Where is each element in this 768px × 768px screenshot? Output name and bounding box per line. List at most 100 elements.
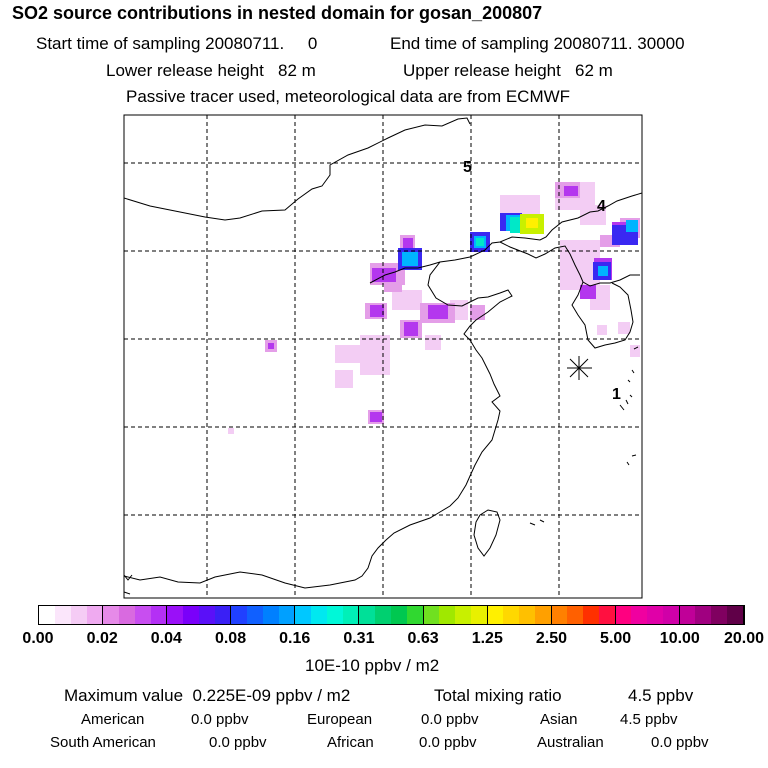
coastlines (124, 117, 642, 595)
region-value: 0.0 ppbv (651, 734, 709, 751)
colorbar-tick-mark (230, 605, 232, 625)
colorbar-swatch (663, 606, 679, 624)
colorbar-swatch (375, 606, 391, 624)
colorbar-tick-mark (550, 605, 552, 625)
region-name: American (81, 711, 145, 728)
colorbar-tick-mark (615, 605, 617, 625)
colorbar-tick-label: 10.00 (659, 630, 700, 647)
map-label-1: 1 (612, 386, 621, 403)
colorbar-tick-mark (294, 605, 296, 625)
region-value: 0.0 ppbv (421, 711, 479, 728)
colorbar-swatch (279, 606, 295, 624)
colorbar-tick-label: 0.00 (22, 630, 54, 647)
colorbar-swatch (631, 606, 647, 624)
colorbar-swatch (55, 606, 71, 624)
colorbar-tick-mark (422, 605, 424, 625)
colorbar-swatch (535, 606, 551, 624)
colorbar-swatch (567, 606, 583, 624)
concentration-field (228, 182, 640, 434)
end-time-label: End time of sampling 20080711. 30000 (390, 34, 685, 53)
colorbar-swatch (647, 606, 663, 624)
colorbar-swatch (727, 606, 743, 624)
colorbar-tick-mark (165, 605, 167, 625)
colorbar-swatch (327, 606, 343, 624)
colorbar-tick-label: 5.00 (600, 630, 632, 647)
colorbar-swatch (711, 606, 727, 624)
colorbar-swatch (183, 606, 199, 624)
colorbar-swatch (471, 606, 487, 624)
map-frame (123, 114, 643, 599)
colorbar-swatch (263, 606, 279, 624)
colorbar-tick-label: 0.08 (214, 630, 247, 647)
total-mixing-label: Total mixing ratio (434, 686, 562, 705)
colorbar-tick-mark (743, 605, 745, 625)
region-name: African (327, 734, 374, 751)
colorbar-tick-mark (486, 605, 488, 625)
colorbar-tick-label: 0.63 (407, 630, 439, 647)
tracer-note: Passive tracer used, meteorological data… (126, 87, 571, 106)
region-value: 0.0 ppbv (419, 734, 477, 751)
chart-title: SO2 source contributions in nested domai… (12, 3, 543, 23)
release-site-marker (567, 356, 592, 380)
colorbar-swatch (119, 606, 135, 624)
colorbar-unit-label: 10E-10 ppbv / m2 (305, 656, 440, 675)
colorbar-tick-mark (101, 605, 103, 625)
map-label-5: 5 (463, 159, 472, 176)
region-value: 4.5 ppbv (620, 711, 678, 728)
colorbar-swatch (215, 606, 231, 624)
region-name: European (307, 711, 373, 728)
lower-release-label: Lower release height 82 m (106, 61, 316, 80)
colorbar-tick-mark (358, 605, 360, 625)
map-label-4: 4 (597, 198, 606, 215)
colorbar-swatch (311, 606, 327, 624)
colorbar-tick-label: 2.50 (535, 630, 568, 647)
colorbar-swatch (231, 606, 247, 624)
colorbar-swatch (615, 606, 631, 624)
colorbar-tick-label: 1.25 (471, 630, 503, 647)
colorbar-swatch (135, 606, 151, 624)
colorbar-swatch (407, 606, 423, 624)
colorbar-swatch (583, 606, 599, 624)
colorbar-swatch (199, 606, 215, 624)
colorbar-swatch (423, 606, 439, 624)
colorbar-swatch (343, 606, 359, 624)
colorbar-swatch (679, 606, 695, 624)
region-value: 0.0 ppbv (191, 711, 249, 728)
colorbar-swatch (71, 606, 87, 624)
colorbar-swatch (87, 606, 103, 624)
colorbar-swatch (103, 606, 119, 624)
colorbar-tick-label: 0.02 (86, 630, 118, 647)
total-mixing-value: 4.5 ppbv (628, 686, 694, 705)
colorbar-swatch (695, 606, 711, 624)
colorbar-tick-label: 0.16 (279, 630, 311, 647)
colorbar-tick-mark (679, 605, 681, 625)
colorbar-tick-mark (37, 605, 39, 625)
colorbar-tick-label: 0.04 (150, 630, 182, 647)
colorbar-swatch (167, 606, 183, 624)
colorbar-swatch (391, 606, 407, 624)
colorbar-swatch (455, 606, 471, 624)
max-value-label: Maximum value 0.225E-09 ppbv / m2 (64, 686, 351, 705)
colorbar-swatch (151, 606, 167, 624)
colorbar-swatch (39, 606, 55, 624)
region-name: Asian (540, 711, 578, 728)
colorbar-swatch (487, 606, 503, 624)
colorbar-swatch (519, 606, 535, 624)
grid-lines (124, 115, 642, 598)
start-time-label: Start time of sampling 20080711. 0 (36, 34, 318, 53)
colorbar-swatch (359, 606, 375, 624)
colorbar-swatch (599, 606, 615, 624)
region-value: 0.0 ppbv (209, 734, 267, 751)
colorbar (38, 605, 744, 625)
colorbar-swatch (503, 606, 519, 624)
colorbar-swatch (439, 606, 455, 624)
colorbar-swatch (295, 606, 311, 624)
colorbar-tick-label: 0.31 (343, 630, 375, 647)
colorbar-swatch (551, 606, 567, 624)
region-name: South American (50, 734, 156, 751)
colorbar-swatch (247, 606, 263, 624)
upper-release-label: Upper release height 62 m (403, 61, 613, 80)
colorbar-tick-label: 20.00 (723, 630, 765, 647)
region-name: Australian (537, 734, 604, 751)
